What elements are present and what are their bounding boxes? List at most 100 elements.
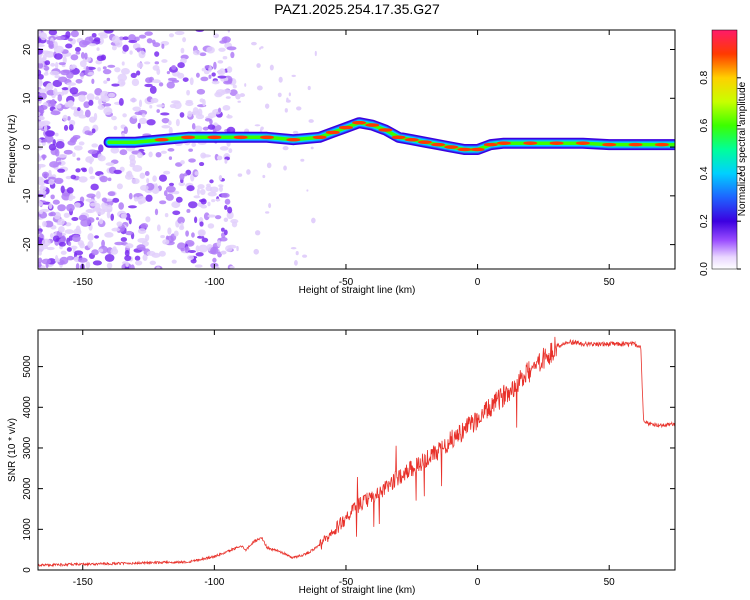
- noise-blob: [254, 124, 261, 127]
- noise-blob: [136, 244, 146, 251]
- noise-blob: [105, 162, 115, 166]
- noise-blob: [122, 36, 129, 41]
- spectrogram-x-tick-label: 50: [604, 277, 616, 288]
- noise-blob: [65, 175, 72, 180]
- noise-blob: [89, 175, 96, 180]
- noise-blob: [90, 183, 99, 191]
- noise-blob: [49, 70, 60, 76]
- noise-blob: [311, 217, 316, 224]
- spectrogram-ridge: [103, 117, 675, 155]
- noise-blob: [66, 203, 75, 212]
- spectrogram-y-tick-label: -20: [22, 237, 33, 252]
- noise-blob: [52, 79, 63, 88]
- noise-blob: [111, 115, 117, 121]
- noise-blob: [132, 115, 137, 119]
- noise-blob: [39, 185, 47, 192]
- noise-blob: [154, 208, 159, 216]
- noise-blob: [220, 227, 225, 232]
- noise-blob: [199, 221, 204, 227]
- noise-blob: [79, 242, 85, 249]
- noise-blob: [48, 179, 55, 185]
- noise-blob: [197, 235, 205, 239]
- noise-blob: [87, 149, 98, 154]
- noise-blob: [120, 213, 127, 219]
- noise-blob: [217, 75, 227, 79]
- noise-blob: [192, 50, 201, 56]
- noise-blob: [194, 264, 203, 268]
- noise-blob: [260, 46, 264, 49]
- noise-blob: [136, 70, 141, 76]
- noise-blob: [228, 148, 233, 154]
- noise-blob: [118, 98, 124, 106]
- noise-blob: [101, 201, 108, 210]
- noise-blob: [168, 33, 175, 38]
- noise-blob: [205, 185, 213, 192]
- noise-blob: [186, 208, 191, 213]
- noise-blob: [103, 107, 113, 116]
- noise-blob: [191, 122, 196, 130]
- noise-blob: [107, 92, 116, 98]
- noise-blob: [224, 204, 228, 210]
- ridge-peak: [483, 142, 498, 147]
- snr-x-tick-label: -100: [204, 577, 224, 588]
- noise-blob: [165, 185, 176, 193]
- noise-blob: [237, 100, 241, 103]
- noise-blob: [165, 193, 174, 201]
- noise-blob: [84, 52, 88, 60]
- spectrogram-noise-blobs: [38, 30, 317, 269]
- noise-blob: [48, 212, 54, 217]
- noise-blob: [66, 247, 72, 252]
- noise-blob: [64, 229, 74, 234]
- noise-blob: [38, 37, 42, 44]
- noise-blob: [127, 34, 137, 42]
- noise-blob: [118, 202, 125, 210]
- noise-blob: [222, 55, 228, 60]
- noise-blob: [38, 88, 47, 93]
- noise-blob: [139, 184, 149, 191]
- noise-blob: [176, 242, 186, 250]
- noise-blob: [138, 99, 143, 108]
- noise-blob: [111, 45, 117, 51]
- snr-y-tick-label: 0: [22, 567, 33, 573]
- noise-blob: [182, 77, 189, 82]
- noise-blob: [168, 126, 173, 135]
- noise-blob: [114, 67, 121, 73]
- noise-blob: [146, 119, 156, 126]
- noise-blob: [262, 174, 266, 179]
- noise-blob: [166, 71, 171, 75]
- noise-blob: [57, 154, 68, 158]
- noise-blob: [225, 245, 233, 252]
- noise-blob: [138, 50, 146, 59]
- noise-blob: [292, 130, 299, 135]
- noise-blob: [226, 46, 237, 51]
- noise-blob: [98, 144, 104, 153]
- noise-blob: [244, 83, 247, 87]
- noise-blob: [95, 190, 101, 199]
- noise-blob: [154, 51, 160, 57]
- noise-blob: [57, 204, 66, 212]
- noise-blob: [235, 93, 241, 100]
- noise-blob: [172, 190, 180, 195]
- noise-blob: [225, 96, 231, 99]
- noise-blob: [174, 30, 185, 36]
- noise-blob: [154, 61, 160, 65]
- noise-blob: [91, 78, 95, 85]
- noise-blob: [38, 147, 43, 151]
- noise-blob: [158, 82, 164, 87]
- noise-blob: [161, 59, 168, 63]
- noise-blob: [69, 65, 76, 70]
- noise-blob: [296, 106, 302, 111]
- noise-blob: [194, 171, 199, 176]
- noise-blob: [86, 93, 95, 101]
- noise-blob: [130, 72, 137, 79]
- noise-blob: [38, 200, 44, 207]
- noise-blob: [146, 250, 156, 256]
- noise-blob: [169, 104, 177, 109]
- noise-blob: [286, 97, 289, 103]
- noise-blob: [38, 163, 46, 168]
- noise-blob: [50, 99, 56, 107]
- noise-blob: [135, 260, 143, 266]
- noise-blob: [175, 118, 180, 127]
- noise-blob: [116, 183, 123, 190]
